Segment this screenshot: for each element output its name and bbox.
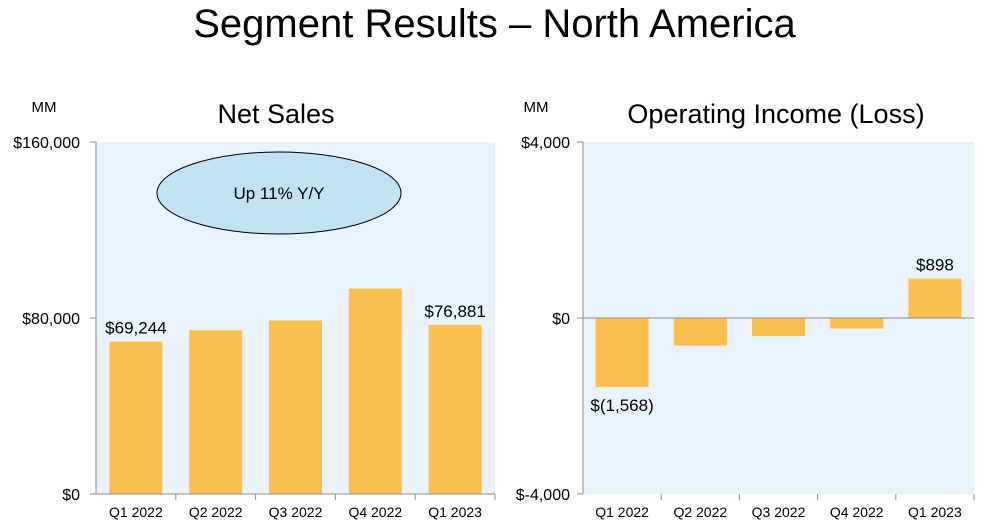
y-tick-label: $160,000 <box>13 135 80 152</box>
bar-q2-2022 <box>673 318 727 346</box>
x-tick-label: Q2 2022 <box>189 504 243 520</box>
data-label: $69,244 <box>105 319 166 338</box>
bar-q4-2022 <box>348 288 402 494</box>
y-tick-label: $4,000 <box>521 135 570 152</box>
x-tick-label: Q1 2023 <box>428 504 482 520</box>
data-label: $898 <box>916 255 954 274</box>
y-tick-label: $0 <box>552 311 570 328</box>
x-tick-label: Q1 2022 <box>595 504 649 520</box>
annotation-text: Up 11% Y/Y <box>233 184 324 203</box>
x-tick-label: Q3 2022 <box>752 504 806 520</box>
y-tick-label: $80,000 <box>22 311 80 328</box>
x-tick-label: Q1 2023 <box>908 504 962 520</box>
unit-label: MM <box>32 99 57 116</box>
bar-q1-2023 <box>908 278 962 318</box>
x-tick-label: Q3 2022 <box>269 504 323 520</box>
x-tick-label: Q2 2022 <box>673 504 727 520</box>
x-tick-label: Q4 2022 <box>348 504 402 520</box>
chart-title: Net Sales <box>217 99 334 129</box>
y-tick-label: $-4,000 <box>516 487 570 504</box>
x-tick-label: Q1 2022 <box>109 504 163 520</box>
annotation-ellipse <box>156 151 402 235</box>
bar-q3-2022 <box>269 320 322 494</box>
page-title: Segment Results – North America <box>193 2 796 46</box>
data-label: $76,881 <box>424 302 485 321</box>
bar-q1-2022 <box>109 341 163 494</box>
bar-q2-2022 <box>189 330 243 494</box>
bar-q1-2022 <box>595 318 649 387</box>
bar-q4-2022 <box>830 318 884 329</box>
bar-q1-2023 <box>428 324 482 494</box>
x-tick-label: Q4 2022 <box>830 504 884 520</box>
data-label: $(1,568) <box>590 396 653 415</box>
unit-label: MM <box>524 99 549 116</box>
bar-q3-2022 <box>752 318 805 337</box>
chart-title: Operating Income (Loss) <box>627 99 924 129</box>
y-tick-label: $0 <box>62 487 80 504</box>
